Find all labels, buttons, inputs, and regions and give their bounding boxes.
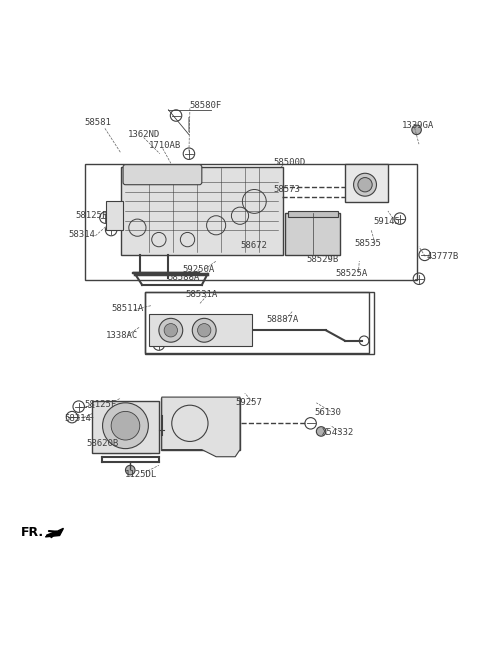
Ellipse shape bbox=[358, 178, 372, 192]
Bar bbox=[285, 213, 340, 255]
Text: 58500D: 58500D bbox=[274, 158, 306, 167]
Bar bbox=[288, 211, 338, 217]
Text: 58511A: 58511A bbox=[111, 304, 144, 313]
Text: 58525A: 58525A bbox=[336, 268, 368, 277]
Text: 56130: 56130 bbox=[314, 408, 341, 417]
Text: 58314: 58314 bbox=[65, 414, 92, 423]
Bar bbox=[107, 201, 123, 230]
Text: 58887A: 58887A bbox=[266, 315, 299, 324]
Bar bbox=[345, 164, 388, 202]
Circle shape bbox=[164, 324, 178, 337]
Circle shape bbox=[159, 318, 183, 342]
Circle shape bbox=[316, 426, 326, 436]
Text: 58580F: 58580F bbox=[190, 102, 222, 111]
Text: 58620B: 58620B bbox=[86, 439, 119, 449]
Bar bbox=[161, 398, 240, 450]
Text: 58529B: 58529B bbox=[307, 255, 339, 264]
Circle shape bbox=[103, 403, 148, 449]
Text: 43777B: 43777B bbox=[426, 252, 458, 261]
FancyBboxPatch shape bbox=[123, 165, 202, 185]
Text: 58531A: 58531A bbox=[185, 290, 217, 299]
Bar bbox=[120, 167, 283, 255]
Bar bbox=[149, 314, 252, 346]
Circle shape bbox=[412, 125, 421, 135]
Text: FR.: FR. bbox=[21, 527, 44, 540]
Text: X54332: X54332 bbox=[322, 428, 354, 437]
Ellipse shape bbox=[354, 173, 376, 196]
Polygon shape bbox=[162, 397, 240, 457]
Text: 58672: 58672 bbox=[240, 241, 267, 250]
Bar bbox=[92, 401, 159, 453]
Polygon shape bbox=[45, 529, 63, 537]
Text: 58314: 58314 bbox=[68, 230, 95, 240]
Bar bbox=[144, 292, 369, 353]
Circle shape bbox=[198, 324, 211, 337]
Text: 59257: 59257 bbox=[235, 398, 262, 408]
Text: 58573: 58573 bbox=[274, 185, 300, 194]
Text: 1362ND: 1362ND bbox=[128, 130, 160, 139]
Text: 1125DL: 1125DL bbox=[124, 470, 157, 479]
Text: 58581: 58581 bbox=[85, 118, 112, 127]
Circle shape bbox=[192, 318, 216, 342]
Text: 58125F: 58125F bbox=[75, 211, 108, 220]
Text: 58535: 58535 bbox=[355, 239, 382, 248]
Text: 1710AB: 1710AB bbox=[149, 141, 181, 150]
Circle shape bbox=[125, 465, 135, 475]
Bar bbox=[144, 292, 373, 354]
Bar bbox=[85, 164, 417, 280]
Text: 59250A: 59250A bbox=[183, 265, 215, 273]
Text: 58125F: 58125F bbox=[85, 400, 117, 409]
Text: 58588A: 58588A bbox=[168, 273, 200, 283]
Text: 59145: 59145 bbox=[373, 217, 400, 226]
Circle shape bbox=[111, 411, 140, 440]
Text: 1339GA: 1339GA bbox=[402, 120, 434, 130]
Text: 1338AC: 1338AC bbox=[106, 331, 138, 340]
